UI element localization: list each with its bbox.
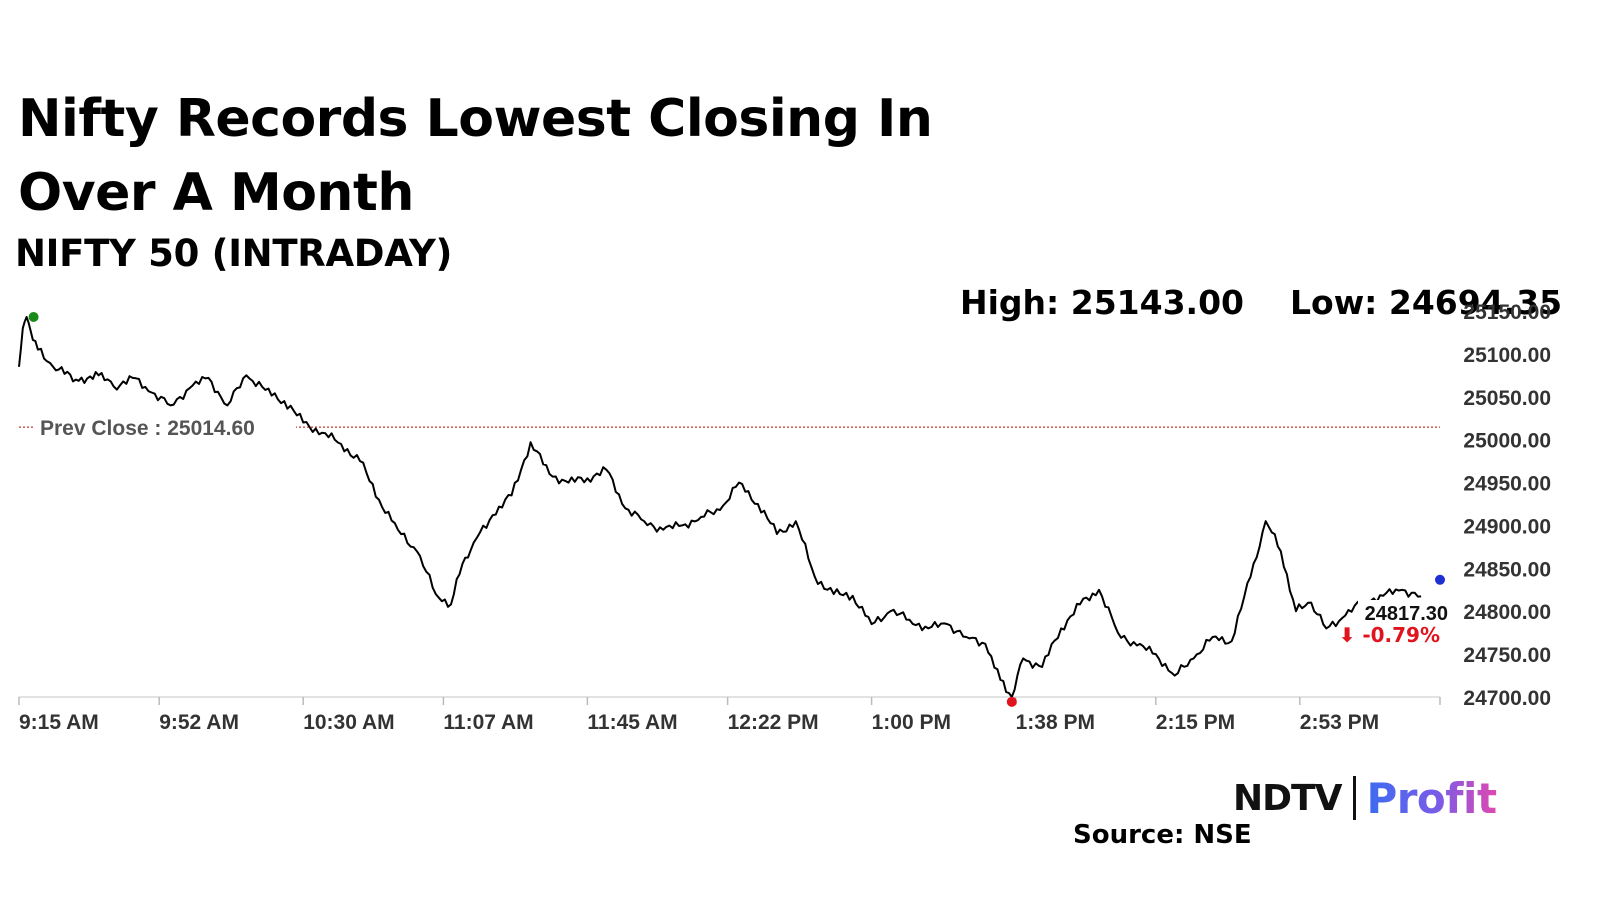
x-tick-label: 2:53 PM: [1300, 711, 1379, 734]
chart-subtitle: NIFTY 50 (INTRADAY): [15, 232, 453, 275]
y-tick-label: 24850.00: [1463, 558, 1551, 581]
last-price-label-bg: [1358, 600, 1450, 650]
series-group: [18, 316, 1422, 698]
day-high-label: High: 25143.00: [960, 283, 1244, 322]
ndtv-profit-logo: NDTV Profit: [1233, 772, 1497, 824]
y-tick-label: 25000.00: [1463, 430, 1551, 453]
nifty-price-line: [18, 316, 1422, 698]
last-price-marker: [1435, 574, 1445, 585]
y-tick-label: 25150.00: [1463, 301, 1551, 324]
y-tick-label: 25100.00: [1463, 344, 1551, 367]
last-price-label: 24817.30: [1365, 603, 1448, 625]
chart-title: Nifty Records Lowest Closing In Over A M…: [18, 89, 933, 223]
x-tick-label: 1:00 PM: [872, 711, 951, 734]
prev-close-label-bg: [34, 412, 296, 443]
prev-close-group: Prev Close : 25014.60: [19, 412, 1440, 443]
y-tick-label: 24800.00: [1463, 601, 1551, 624]
y-tick-label: 24900.00: [1463, 515, 1551, 538]
y-tick-label: 24950.00: [1463, 473, 1551, 496]
x-tick-label: 9:15 AM: [19, 711, 99, 734]
day-low-label: Low: 24694.35: [1290, 283, 1563, 322]
x-tick-label: 10:30 AM: [303, 711, 394, 734]
brand-profit: Profit: [1366, 773, 1497, 823]
prev-close-label: Prev Close : 25014.60: [40, 417, 255, 440]
x-tick-label: 2:15 PM: [1156, 711, 1235, 734]
y-tick-label: 24700.00: [1463, 687, 1551, 710]
y-tick-label: 24750.00: [1463, 644, 1551, 667]
day-low-marker: [1006, 696, 1017, 707]
day-high-marker: [28, 312, 39, 323]
x-tick-label: 11:07 AM: [443, 711, 533, 734]
x-axis: 9:15 AM 9:52 AM 10:30 AM 11:07 AM 11:45 AM 12…: [18, 696, 1441, 734]
brand-ndtv: NDTV: [1233, 777, 1342, 819]
y-axis: 25150.00 25100.00 25050.00 25000.00 24950.00…: [1463, 301, 1551, 710]
x-tick-label: 12:22 PM: [728, 711, 819, 734]
last-change-label: ⬇ -0.79%: [1339, 623, 1440, 647]
brand-separator: [1353, 776, 1357, 820]
x-tick-label: 1:38 PM: [1016, 711, 1095, 734]
source-label: Source: NSE: [1073, 820, 1252, 850]
x-tick-label: 9:52 AM: [159, 711, 239, 734]
y-tick-label: 25050.00: [1463, 387, 1551, 410]
x-tick-label: 11:45 AM: [587, 711, 677, 734]
markers-group: 24817.30⬇ -0.79%: [28, 312, 1450, 707]
